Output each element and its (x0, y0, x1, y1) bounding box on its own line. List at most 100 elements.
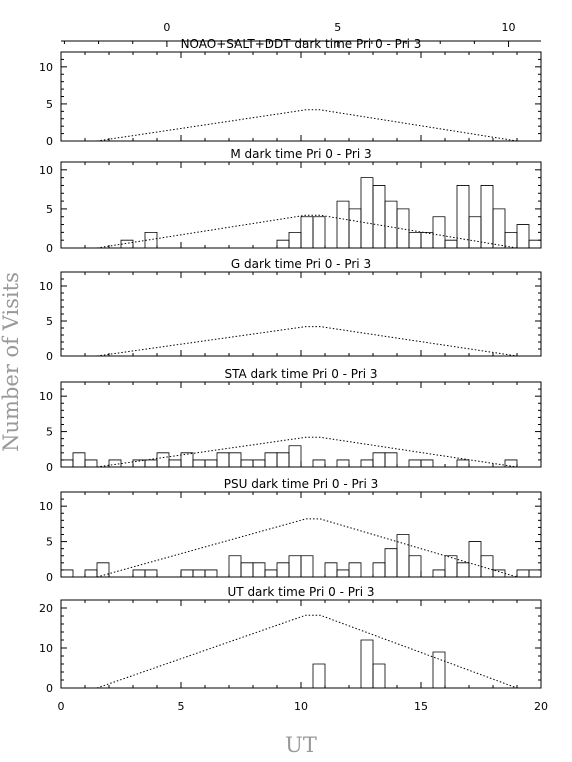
histogram-bar (204, 569, 218, 577)
histogram-bar (264, 569, 278, 577)
histogram-bar (420, 231, 434, 248)
histogram-bar (528, 239, 542, 248)
histogram-bar (480, 185, 494, 248)
x-axis-title: UT (285, 733, 317, 757)
y-tick-label: 0 (46, 350, 53, 363)
histogram-bar (432, 216, 446, 248)
histogram-bar (228, 452, 242, 467)
histogram-bar (252, 562, 266, 577)
histogram-bar (444, 239, 458, 248)
histogram-bar (504, 231, 518, 248)
histogram-bar (192, 459, 206, 467)
histogram-bar (360, 177, 374, 248)
panel-title: G dark time Pri 0 - Pri 3 (231, 257, 371, 271)
dark-time-curve (96, 214, 518, 249)
panel-5: PSU dark time Pri 0 - Pri 3 0 5 10 (39, 477, 542, 584)
histogram-bar (60, 459, 74, 467)
histogram-bar (456, 185, 470, 248)
histogram-bar (240, 562, 254, 577)
histogram-bar (300, 216, 314, 248)
histogram-bar (516, 224, 530, 248)
histogram-bar (144, 231, 158, 248)
histogram-bar (336, 459, 350, 467)
histogram-bar (336, 200, 350, 248)
histogram-bar (408, 459, 422, 467)
histogram-bar (456, 562, 470, 577)
panel-frame (60, 271, 542, 357)
panel-frame (60, 51, 542, 142)
histogram-bar (108, 459, 122, 467)
histogram-bar (276, 562, 290, 577)
histogram-bar (312, 663, 326, 688)
x-tick-label: 5 (178, 700, 185, 713)
histogram-bar (180, 569, 194, 577)
histogram-bar (120, 239, 134, 248)
y-tick-label: 5 (46, 536, 53, 549)
panel-title: NOAO+SALT+DDT dark time Pri 0 - Pri 3 (181, 37, 422, 51)
x-tick-label: 15 (414, 700, 428, 713)
histogram-bar (504, 459, 518, 467)
histogram-bar (132, 569, 146, 577)
y-tick-label: 10 (39, 280, 53, 293)
top-axis-tick-label: 0 (163, 21, 170, 34)
histogram-bar (156, 452, 170, 467)
histogram-bar (384, 200, 398, 248)
panel-1: NOAO+SALT+DDT dark time Pri 0 - Pri 3 0 5 1… (39, 37, 542, 148)
histogram-bar (408, 555, 422, 577)
histogram-bar (396, 534, 410, 577)
panel-3: G dark time Pri 0 - Pri 3 0 5 10 (39, 257, 542, 363)
histogram-bar (396, 208, 410, 248)
panel-title: PSU dark time Pri 0 - Pri 3 (224, 477, 379, 491)
dark-time-curve (96, 109, 518, 142)
histogram-bar (288, 445, 302, 467)
y-tick-label: 10 (39, 61, 53, 74)
y-tick-label: 0 (46, 461, 53, 474)
y-tick-label: 5 (46, 315, 53, 328)
y-tick-label: 10 (39, 500, 53, 513)
histogram-bar (372, 663, 386, 688)
histogram-bar (60, 569, 74, 577)
top-axis-tick-label: 5 (334, 21, 341, 34)
x-tick-label: 0 (58, 700, 65, 713)
histogram-bar (96, 562, 110, 577)
panel-2: M dark time Pri 0 - Pri 3 0 5 10 (39, 147, 542, 255)
histogram-bar (528, 569, 542, 577)
histogram-bar (468, 541, 482, 577)
histogram-bar (456, 459, 470, 467)
histogram-bar (360, 459, 374, 467)
histogram-bar (372, 562, 386, 577)
histogram-bar (276, 452, 290, 467)
dark-time-curve (96, 326, 518, 357)
histogram-bar (252, 459, 266, 467)
histogram-bar (228, 555, 242, 577)
panel-title: M dark time Pri 0 - Pri 3 (230, 147, 371, 161)
y-tick-label: 0 (46, 135, 53, 148)
histogram-bar (372, 185, 386, 248)
dark-time-curve (96, 518, 518, 578)
histogram-bar (72, 452, 86, 467)
histogram-bar (336, 569, 350, 577)
x-tick-label: 20 (534, 700, 548, 713)
dark-time-curve (96, 436, 518, 468)
histogram-bar (312, 459, 326, 467)
y-tick-label: 10 (39, 642, 53, 655)
panel-frame (60, 599, 542, 689)
histogram-bar (348, 208, 362, 248)
y-tick-label: 20 (39, 602, 53, 615)
y-tick-label: 10 (39, 164, 53, 177)
panels: NOAO+SALT+DDT dark time Pri 0 - Pri 3 0 5 1… (39, 37, 548, 713)
histogram-bar (468, 216, 482, 248)
histogram-bar (288, 555, 302, 577)
histogram-bar (180, 452, 194, 467)
histogram-bar (372, 452, 386, 467)
histogram-bar (216, 452, 230, 467)
histogram-bar (288, 231, 302, 248)
histogram-bar (420, 459, 434, 467)
dark-time-curve (96, 614, 518, 689)
top-axis-tick-label: 10 (502, 21, 516, 34)
histogram-bar (360, 639, 374, 688)
histogram-bar (264, 452, 278, 467)
histogram-bar (384, 548, 398, 577)
histogram-bar (312, 216, 326, 248)
histogram-bar (276, 239, 290, 248)
